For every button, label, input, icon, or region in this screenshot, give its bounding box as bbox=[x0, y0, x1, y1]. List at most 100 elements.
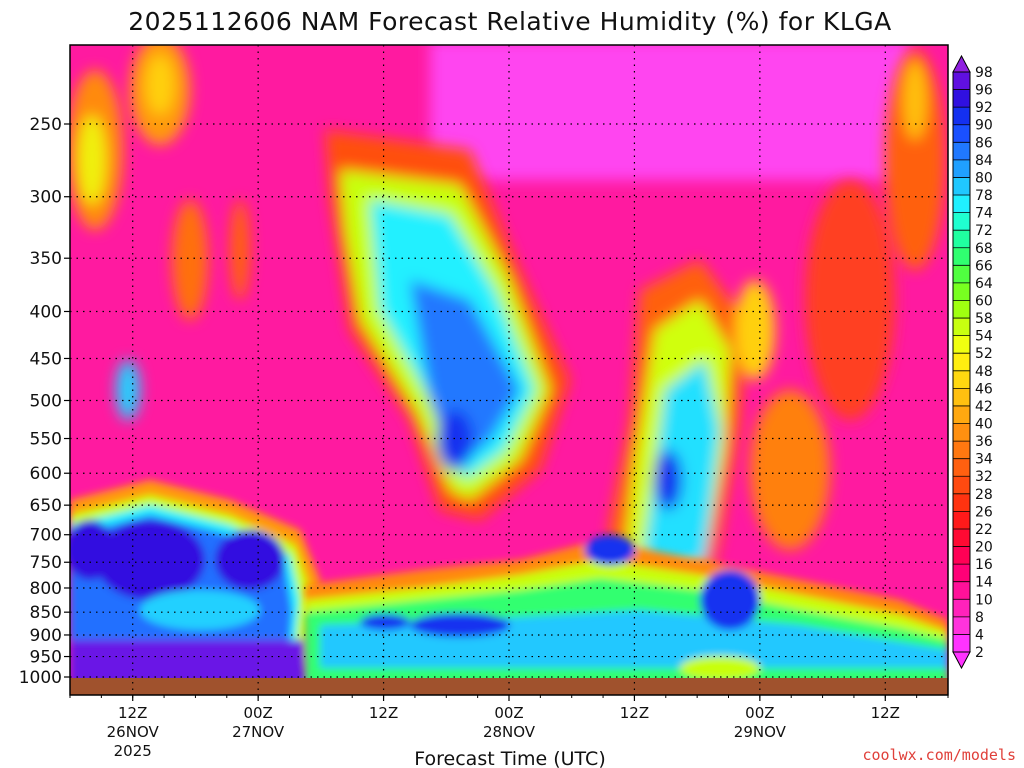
x-tick-label: 26NOV bbox=[107, 723, 160, 741]
colorbar-label: 66 bbox=[975, 258, 993, 274]
colorbar-segment bbox=[953, 230, 970, 249]
colorbar-label: 20 bbox=[975, 540, 993, 556]
colorbar-segment bbox=[953, 423, 970, 442]
colorbar-label: 2 bbox=[975, 645, 984, 661]
colorbar-label: 96 bbox=[975, 83, 993, 99]
colorbar-label: 54 bbox=[975, 329, 993, 345]
colorbar-label: 22 bbox=[975, 522, 993, 538]
x-tick-label: 00Z bbox=[494, 704, 523, 722]
low-level-moist-layer bbox=[305, 535, 948, 695]
colorbar-label: 98 bbox=[975, 65, 993, 81]
x-tick-label: 12Z bbox=[369, 704, 398, 722]
x-tick-label: 28NOV bbox=[483, 723, 536, 741]
colorbar-segment bbox=[953, 634, 970, 653]
colorbar-segment bbox=[953, 493, 970, 512]
upper-left-patches bbox=[70, 45, 250, 420]
colorbar-label: 86 bbox=[975, 135, 993, 151]
colorbar-segment bbox=[953, 564, 970, 583]
colorbar-segment bbox=[953, 599, 970, 618]
colorbar-segment bbox=[953, 441, 970, 460]
y-tick-label: 650 bbox=[30, 496, 62, 516]
colorbar-segment bbox=[953, 159, 970, 178]
colorbar-segment bbox=[953, 177, 970, 196]
plot-frame bbox=[69, 44, 949, 696]
source-watermark: coolwx.com/models bbox=[862, 746, 1016, 764]
colorbar-label: 4 bbox=[975, 627, 984, 643]
colorbar-segment bbox=[953, 511, 970, 530]
colorbar-segment bbox=[953, 142, 970, 161]
ground-surface bbox=[70, 678, 948, 695]
colorbar-segment bbox=[953, 300, 970, 319]
dry-upper-region bbox=[430, 45, 910, 180]
colorbar-label: 84 bbox=[975, 153, 993, 169]
colorbar-label: 34 bbox=[975, 452, 993, 468]
colorbar-high-arrow bbox=[952, 54, 971, 73]
colorbar-label: 14 bbox=[975, 575, 993, 591]
colorbar-segment bbox=[953, 195, 970, 214]
grid-layer bbox=[64, 45, 949, 701]
colorbar-segment bbox=[953, 212, 970, 231]
y-tick-label: 950 bbox=[30, 648, 62, 668]
colorbar-segment bbox=[953, 89, 970, 108]
colorbar-segment bbox=[953, 476, 970, 495]
y-tick-label: 400 bbox=[30, 302, 62, 322]
y-tick-label: 250 bbox=[30, 115, 62, 135]
colorbar-segment bbox=[953, 528, 970, 548]
y-tick-label: 300 bbox=[30, 188, 62, 208]
second-plume bbox=[600, 260, 830, 640]
x-tick-label: 12Z bbox=[118, 704, 147, 722]
x-tick-label: 2025 bbox=[114, 742, 152, 760]
colorbar-label: 60 bbox=[975, 293, 993, 309]
x-tick-label: 12Z bbox=[871, 704, 900, 722]
colorbar-label: 64 bbox=[975, 276, 993, 292]
x-tick-label: 27NOV bbox=[232, 723, 285, 741]
colorbar-label: 92 bbox=[975, 100, 993, 116]
y-tick-label: 900 bbox=[30, 626, 62, 646]
x-tick-label: 12Z bbox=[620, 704, 649, 722]
colorbar-segment bbox=[953, 458, 970, 477]
colorbar-label: 40 bbox=[975, 417, 993, 433]
y-tick-label: 1000 bbox=[19, 668, 62, 688]
colorbar-segment bbox=[953, 265, 970, 284]
x-tick-label: 00Z bbox=[745, 704, 774, 722]
colorbar-segment bbox=[953, 124, 970, 143]
colorbar-segment bbox=[953, 353, 970, 372]
colorbar-label: 48 bbox=[975, 364, 993, 380]
colorbar-label: 28 bbox=[975, 487, 993, 503]
rh-field bbox=[70, 45, 948, 695]
colorbar-segment bbox=[953, 388, 970, 407]
x-axis-label: Forecast Time (UTC) bbox=[414, 748, 605, 768]
colorbar-segment bbox=[953, 247, 970, 266]
colorbar-label: 36 bbox=[975, 434, 993, 450]
colorbar-label: 74 bbox=[975, 206, 993, 222]
y-tick-label: 550 bbox=[30, 430, 62, 450]
y-tick-labels: 250 300 350 400 450 500 550 600 650 700 750 800 850 9… bbox=[19, 115, 62, 688]
y-tick-label: 500 bbox=[30, 392, 62, 412]
y-tick-label: 750 bbox=[30, 553, 62, 573]
colorbar-label: 80 bbox=[975, 170, 993, 186]
colorbar-label: 52 bbox=[975, 346, 993, 362]
upper-right-patches bbox=[805, 50, 945, 420]
colorbar-label: 42 bbox=[975, 399, 993, 415]
colorbar-segment bbox=[953, 405, 970, 425]
x-tick-label: 00Z bbox=[243, 704, 272, 722]
colorbar-segment bbox=[953, 282, 970, 301]
colorbar-segment bbox=[953, 318, 970, 337]
chart-title: 2025112606 NAM Forecast Relative Humidit… bbox=[128, 7, 891, 36]
colorbar: 2481014162022262832343640424648525458606… bbox=[952, 54, 993, 670]
colorbar-label: 78 bbox=[975, 188, 993, 204]
colorbar-segment bbox=[953, 581, 970, 600]
x-tick-label: 29NOV bbox=[734, 723, 787, 741]
colorbar-segment bbox=[953, 107, 970, 126]
colorbar-label: 72 bbox=[975, 223, 993, 239]
y-tick-label: 600 bbox=[30, 464, 62, 484]
y-tick-label: 800 bbox=[30, 579, 62, 599]
colorbar-label: 58 bbox=[975, 311, 993, 327]
colorbar-label: 10 bbox=[975, 592, 993, 608]
colorbar-label: 46 bbox=[975, 381, 993, 397]
colorbar-segment bbox=[953, 546, 970, 565]
y-tick-label: 450 bbox=[30, 349, 62, 369]
colorbar-label: 32 bbox=[975, 469, 993, 485]
colorbar-segment bbox=[953, 72, 970, 91]
